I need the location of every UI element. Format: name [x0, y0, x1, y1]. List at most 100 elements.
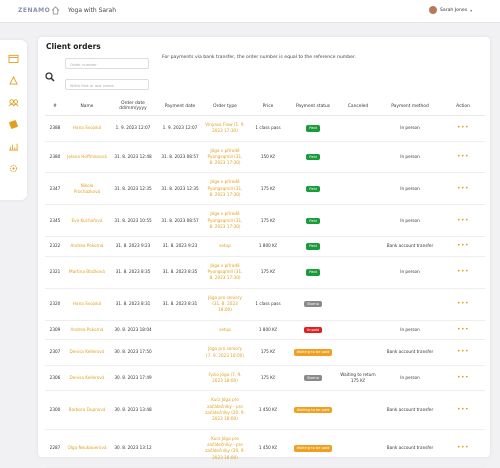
- logo[interactable]: ZENAMO: [18, 7, 51, 14]
- cell-text[interactable]: Andrea Pokorná: [70, 326, 104, 332]
- cell-text: 150 Kč: [260, 153, 276, 159]
- cell-text[interactable]: Kurz Jóga pro začátečníky - pro začátečn…: [205, 435, 245, 460]
- cell-text: Bank account transfer: [386, 349, 434, 355]
- action-menu[interactable]: •••: [456, 373, 470, 381]
- cell-text[interactable]: Hana Svojská: [72, 301, 102, 307]
- cell-order-date: 30. 8. 2023 13:48: [109, 390, 157, 430]
- action-menu[interactable]: •••: [456, 152, 470, 160]
- cell-text[interactable]: Fyzio jóga (7. 9. 2023 18:00): [208, 371, 242, 384]
- order-number-input[interactable]: Order number: [65, 58, 149, 69]
- user-name: Sarah Jones: [440, 7, 468, 13]
- action-menu[interactable]: •••: [456, 300, 470, 308]
- cell-text[interactable]: Jóga v přírodě Pyongsqmill (31. 8. 2023 …: [207, 179, 243, 198]
- action-menu[interactable]: •••: [456, 325, 470, 333]
- status-badge: Paid: [306, 153, 320, 161]
- action-menu[interactable]: •••: [456, 184, 470, 192]
- cell-payment-date: 31. 8. 2023 12:35: [157, 172, 203, 206]
- cell-id: 2380: [45, 141, 65, 174]
- cell-text[interactable]: Martina Blažková: [69, 269, 105, 275]
- cell-text: 1. 9. 2023 12:07: [162, 125, 198, 131]
- name-input[interactable]: Write first or last name: [65, 79, 149, 90]
- action-menu[interactable]: •••: [456, 348, 470, 356]
- action-menu[interactable]: •••: [456, 444, 470, 452]
- cell-text: In person: [400, 269, 420, 275]
- cell-text[interactable]: Nikola Procházková: [73, 182, 101, 194]
- column-header: Canceled: [337, 97, 379, 116]
- cell-method: Bank account transfer: [379, 390, 441, 430]
- sidebar: [0, 40, 27, 200]
- action-menu[interactable]: •••: [456, 268, 470, 276]
- cell-text: 31. 8. 2023 12:35: [114, 185, 152, 191]
- cell-payment-date: 31. 8. 2023 8:31: [157, 288, 203, 321]
- home-icon[interactable]: [51, 6, 60, 15]
- cell-method: Bank account transfer: [379, 339, 441, 366]
- cell-text: 31. 8. 2023 8:35: [115, 269, 151, 275]
- cell-text[interactable]: Jóga pro seniory (31. 8. 2023 18:00): [208, 294, 242, 313]
- user-menu[interactable]: Sarah Jones ▾: [429, 6, 472, 14]
- stats-icon[interactable]: [8, 142, 19, 151]
- column-header: Payment method: [379, 97, 441, 116]
- cell-text[interactable]: Denisa Kellerová: [69, 374, 105, 380]
- cell-id: 2345: [45, 204, 65, 238]
- action-menu[interactable]: •••: [456, 124, 470, 132]
- cell-text[interactable]: Jóga v přírodě Pyongsqmill (31. 8. 2023 …: [207, 147, 243, 166]
- cell-text[interactable]: Jóga v přírodě Pyongsqmill (31. 8. 2023 …: [207, 211, 243, 229]
- cell-price: 1 class pass: [247, 115, 289, 142]
- cell-text[interactable]: Vinyasa Flow (1. 9. 2023 17:30): [205, 122, 245, 134]
- cell-status: Waiting to be paid: [289, 390, 337, 430]
- cell-text[interactable]: Denisa Kellerová: [69, 349, 105, 355]
- cell-canceled: [337, 141, 379, 174]
- cell-text[interactable]: Eva Kuchařová: [71, 217, 103, 223]
- cell-text[interactable]: Barbora Dupnová: [68, 406, 106, 412]
- cell-text: 175 Kč: [260, 185, 276, 191]
- orders-icon[interactable]: [8, 120, 19, 129]
- status-badge: Paid: [306, 185, 320, 193]
- order-row: 2307 Denisa Kellerová 30. 8. 2023 17:50 Jóg…: [45, 339, 485, 366]
- cell-action: •••: [441, 141, 485, 174]
- cell-text: In person: [400, 185, 420, 191]
- cell-text[interactable]: Jolana Hoffmanová: [67, 153, 107, 159]
- cell-method: In person: [379, 115, 441, 142]
- cell-text[interactable]: setup: [219, 326, 231, 332]
- cell-order-date: 31. 8. 2023 8:35: [109, 256, 157, 289]
- cell-price: 175 Kč: [247, 339, 289, 366]
- cell-canceled: [337, 236, 379, 257]
- cell-text: 31. 8. 2023 8:31: [162, 301, 198, 307]
- cell-text: 31. 8. 2023 08:57: [161, 217, 199, 223]
- cell-text[interactable]: Jóga pro seniory (7. 9. 2023 18:00): [206, 346, 244, 358]
- cell-text: Bank account transfer: [386, 406, 434, 412]
- cell-text[interactable]: Andrea Pokorná: [70, 243, 104, 249]
- cell-price: 1 800 Kč: [247, 236, 289, 257]
- activity-icon[interactable]: [8, 76, 19, 85]
- cell-text[interactable]: Jóga v přírodě Pyongsqmill (31. 8. 2023 …: [207, 262, 243, 281]
- cell-text: 2388: [49, 125, 61, 131]
- cell-order-type: Vinyasa Flow (1. 9. 2023 17:30): [203, 115, 247, 142]
- cell-id: 2307: [45, 339, 65, 366]
- column-header: Order type: [203, 97, 247, 116]
- cell-text: 30. 8. 2023 13:48: [114, 406, 152, 412]
- cell-order-date: 30. 8. 2023 18:04: [109, 320, 157, 341]
- action-menu[interactable]: •••: [456, 242, 470, 250]
- cell-canceled: [337, 115, 379, 142]
- status-badge: Paid: [306, 125, 320, 132]
- cell-name: Denisa Kellerová: [65, 339, 109, 366]
- cell-text: 31. 8. 2023 9:23: [162, 243, 198, 249]
- cell-canceled: [337, 256, 379, 289]
- cell-payment-date: 31. 8. 2023 9:23: [157, 236, 203, 257]
- cell-text: 2321: [49, 269, 61, 275]
- action-menu[interactable]: •••: [456, 216, 470, 224]
- cell-text[interactable]: Kurz Jóga pro začátečníky - pro začátečn…: [205, 397, 245, 422]
- cell-method: Bank account transfer: [379, 429, 441, 468]
- status-badge: Paid: [306, 217, 320, 225]
- orders-card: Client orders Order number Write first o…: [38, 37, 490, 468]
- cell-text[interactable]: setup: [219, 243, 231, 249]
- calendar-icon[interactable]: [8, 54, 19, 63]
- cell-text: 1 450 Kč: [258, 445, 278, 451]
- clients-icon[interactable]: [8, 98, 19, 107]
- cell-price: 175 Kč: [247, 204, 289, 238]
- cell-text[interactable]: Olga Neubauerová: [67, 445, 107, 451]
- action-menu[interactable]: •••: [456, 405, 470, 413]
- settings-icon[interactable]: [8, 164, 19, 173]
- cell-text[interactable]: Hana Svojská: [72, 125, 102, 131]
